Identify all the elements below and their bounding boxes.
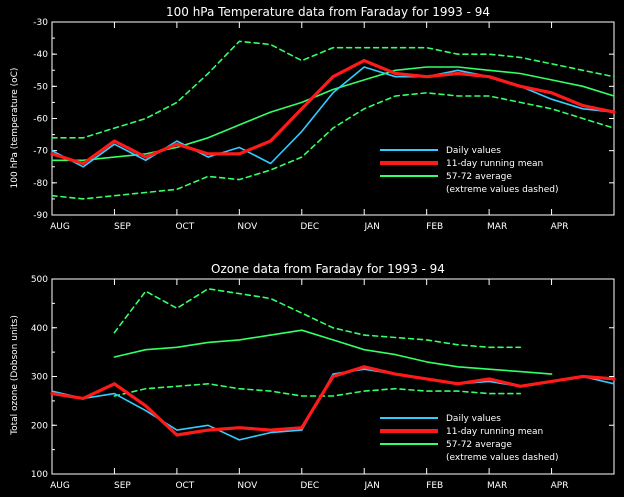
x-tick-label-aug: AUG — [50, 222, 70, 232]
series-line-11-day-running-mean — [50, 365, 616, 437]
series-line-extreme-high — [51, 40, 615, 139]
x-tick-label-dec: DEC — [300, 222, 319, 232]
temperature-y-axis-label: 100 hPa (temperature (oC) — [10, 68, 20, 189]
x-tick-label-sep: SEP — [114, 481, 131, 491]
legend-label-extreme: (extreme values dashed) — [446, 185, 558, 195]
y-tick-label: -80 — [33, 179, 48, 189]
x-tick-label-aug: AUG — [50, 481, 70, 491]
temperature-chart: 100 hPa Temperature data from Faraday fo… — [10, 5, 616, 232]
x-tick-label-feb: FEB — [426, 222, 443, 232]
legend-label-extreme: (extreme values dashed) — [446, 453, 558, 463]
legend-label-mean: 11-day running mean — [446, 427, 543, 437]
series-line-extreme-low — [51, 92, 615, 200]
x-tick-label-feb: FEB — [426, 481, 443, 491]
y-tick-label: -60 — [33, 115, 48, 125]
legend-label-daily: Daily values — [446, 146, 501, 156]
x-tick-label-nov: NOV — [237, 222, 258, 232]
y-tick-label: -50 — [33, 82, 48, 92]
y-tick-label: 200 — [31, 421, 48, 431]
x-tick-label-mar: MAR — [487, 481, 507, 491]
y-tick-label: -90 — [33, 211, 48, 221]
x-tick-label-sep: SEP — [114, 222, 131, 232]
y-tick-label: 100 — [31, 470, 48, 480]
series-line-extreme-high — [113, 288, 522, 349]
x-tick-label-oct: OCT — [175, 481, 194, 491]
ozone-chart: Ozone data from Faraday for 1993 - 94 To… — [10, 262, 616, 491]
ozone-chart-title: Ozone data from Faraday for 1993 - 94 — [211, 262, 445, 276]
legend-label-average: 57-72 average — [446, 440, 512, 450]
series-line-57-72-average — [51, 66, 615, 162]
x-tick-label-oct: OCT — [175, 222, 194, 232]
ozone-y-axis-label: Total ozone (Dobson units) — [10, 315, 20, 436]
x-tick-label-dec: DEC — [300, 481, 319, 491]
y-tick-label: 300 — [31, 373, 48, 383]
temperature-chart-title: 100 hPa Temperature data from Faraday fo… — [166, 5, 490, 19]
y-tick-label: -70 — [33, 147, 48, 157]
x-tick-label-jan: JAN — [364, 222, 380, 232]
x-tick-label-mar: MAR — [487, 222, 507, 232]
series-line-extreme-low — [113, 383, 522, 397]
x-tick-label-apr: APR — [551, 481, 569, 491]
legend-label-mean: 11-day running mean — [446, 159, 543, 169]
x-tick-label-apr: APR — [551, 222, 569, 232]
series-line-11-day-running-mean — [50, 59, 616, 166]
x-tick-label-nov: NOV — [237, 481, 258, 491]
y-tick-label: 400 — [31, 324, 48, 334]
legend-label-daily: Daily values — [446, 414, 501, 424]
x-tick-label-jan: JAN — [364, 481, 380, 491]
series-line-57-72-average — [113, 329, 553, 375]
y-tick-label: -40 — [33, 50, 48, 60]
y-tick-label: -30 — [33, 18, 48, 28]
legend-label-average: 57-72 average — [446, 172, 512, 182]
y-tick-label: 500 — [31, 275, 48, 285]
